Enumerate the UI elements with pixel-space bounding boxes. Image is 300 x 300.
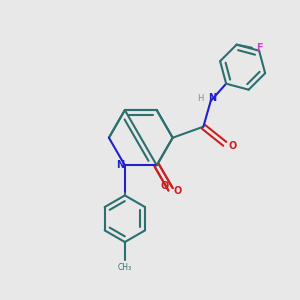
Text: N: N <box>116 160 124 170</box>
Text: H: H <box>197 94 203 103</box>
Text: O: O <box>160 181 169 191</box>
Text: F: F <box>256 43 263 53</box>
Text: CH₃: CH₃ <box>118 263 132 272</box>
Text: O: O <box>229 141 237 151</box>
Text: N: N <box>208 94 217 103</box>
Text: O: O <box>174 186 182 196</box>
